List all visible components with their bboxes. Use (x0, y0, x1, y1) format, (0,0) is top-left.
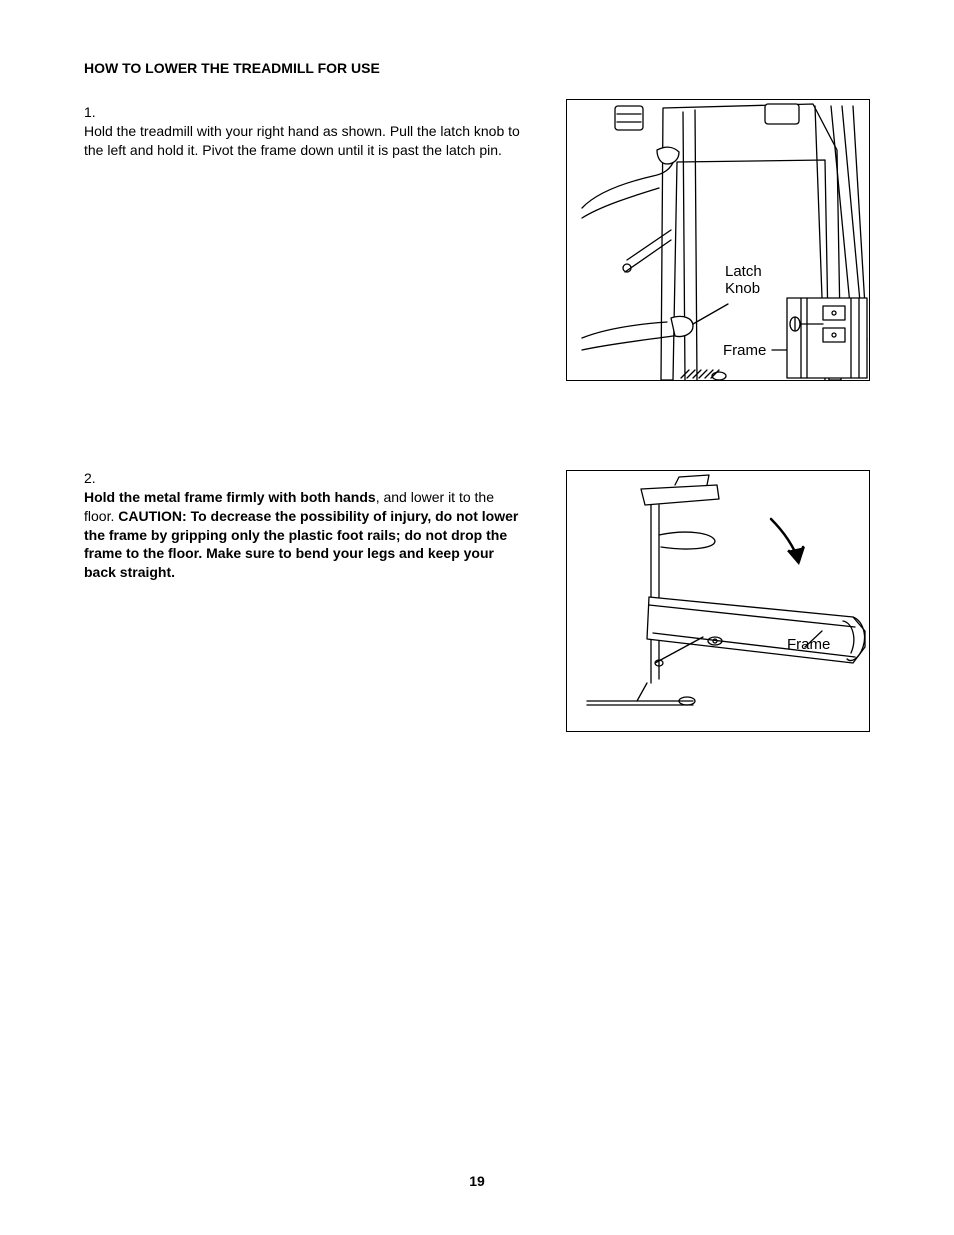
step-1-number: 1. (84, 104, 104, 120)
fig2-label-frame: Frame (787, 636, 830, 653)
step-1-text: Hold the treadmill with your right hand … (84, 122, 524, 160)
fig1-label-latch: Latch (725, 263, 762, 280)
figure-1: Latch Knob Frame (566, 99, 870, 381)
figure-2: Frame (566, 470, 870, 732)
step-1-row: 1. Hold the treadmill with your right ha… (84, 104, 870, 160)
section-title: HOW TO LOWER THE TREADMILL FOR USE (84, 60, 870, 76)
step-2-number: 2. (84, 470, 104, 486)
step-2-row: 2. Hold the metal frame firmly with both… (84, 470, 870, 582)
step-2-bold-lead: Hold the metal frame firmly with both ha… (84, 489, 376, 505)
fig1-label-knob: Knob (725, 280, 760, 297)
fig1-label-frame: Frame (723, 342, 766, 359)
page-number: 19 (0, 1173, 954, 1189)
step-2-caution: CAUTION: To decrease the possibility of … (84, 508, 518, 581)
step-2-text: Hold the metal frame firmly with both ha… (84, 488, 524, 582)
